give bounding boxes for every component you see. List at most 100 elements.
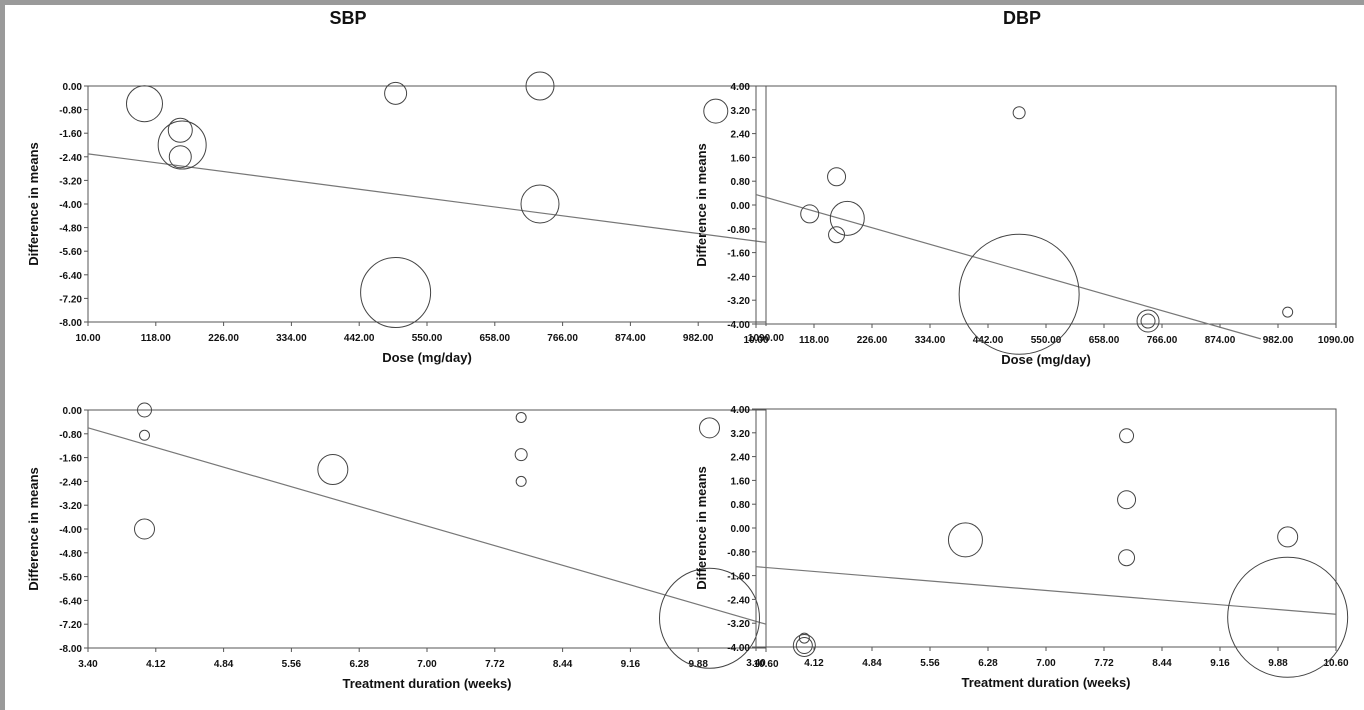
- chart-2-study-bubble: [1012, 106, 1026, 120]
- chart-2-y-tick-label: -4.00: [727, 320, 750, 331]
- chart-1-x-tick-label: 10.00: [75, 333, 100, 344]
- chart-3-y-tick-label: -8.00: [59, 644, 82, 655]
- chart-3-study-bubble: [515, 475, 527, 487]
- chart-3-y-tick-label: -3.20: [59, 501, 82, 512]
- chart-1-study-bubble: [157, 120, 207, 170]
- chart-2-x-tick-label: 982.00: [1263, 335, 1294, 346]
- chart-3-y-tick-label: -4.00: [59, 525, 82, 536]
- chart-2-y-tick-label: -0.80: [727, 225, 750, 236]
- chart-4-x-tick-label: 9.88: [1268, 658, 1288, 669]
- chart-2-study-bubble: [958, 233, 1080, 355]
- chart-1-x-tick-label: 334.00: [276, 333, 307, 344]
- chart-3-x-tick-label: 7.00: [417, 659, 437, 670]
- chart-4-x-tick-label: 9.16: [1210, 658, 1230, 669]
- chart-3-y-tick-label: -1.60: [59, 454, 82, 465]
- chart-2-study-bubble: [1136, 309, 1160, 333]
- chart-4-x-tick-label: 5.56: [920, 658, 940, 669]
- chart-1-x-tick-label: 766.00: [547, 333, 578, 344]
- chart-2-x-tick-label: 442.00: [973, 335, 1004, 346]
- chart-2-regression-line: [755, 194, 1261, 340]
- chart-4-y-tick-label: -0.80: [727, 548, 750, 559]
- chart-3-y-tick-label: -4.80: [59, 549, 82, 560]
- chart-3-study-bubble: [317, 454, 349, 485]
- chart-1-study-bubble: [168, 145, 192, 169]
- chart-1-study-bubble: [703, 98, 729, 124]
- chart-4-y-tick-label: 0.80: [731, 500, 751, 511]
- chart-1-study-bubble: [520, 184, 560, 224]
- chart-3-x-tick-label: 3.40: [78, 659, 98, 670]
- chart-4-x-tick-label: 3.40: [746, 658, 766, 669]
- chart-4-y-tick-label: -4.00: [727, 643, 750, 654]
- chart-4-study-bubble: [1117, 490, 1137, 510]
- chart-1-y-tick-label: -4.00: [59, 200, 82, 211]
- chart-3-study-bubble: [139, 429, 150, 441]
- chart-3-y-tick-label: -0.80: [59, 430, 82, 441]
- chart-1-study-bubble: [360, 257, 432, 328]
- chart-3-regression-line: [87, 427, 767, 625]
- chart-4-x-axis-label: Treatment duration (weeks): [961, 675, 1130, 690]
- chart-1-x-tick-label: 442.00: [344, 333, 375, 344]
- chart-3-y-tick-label: -6.40: [59, 596, 82, 607]
- chart-2-y-tick-label: 2.40: [731, 130, 751, 141]
- chart-1-y-tick-label: -8.00: [59, 318, 82, 329]
- chart-4-study-bubble: [792, 634, 816, 658]
- chart-4-y-tick-label: 0.00: [731, 524, 751, 535]
- chart-2-x-tick-label: 658.00: [1089, 335, 1120, 346]
- chart-4-y-tick-label: -3.20: [727, 619, 750, 630]
- chart-3-x-tick-label: 8.44: [553, 659, 573, 670]
- chart-2-x-tick-label: 334.00: [915, 335, 946, 346]
- chart-3-x-tick-label: 4.12: [146, 659, 166, 670]
- chart-1-x-tick-label: 982.00: [683, 333, 714, 344]
- chart-3-y-tick-label: -5.60: [59, 573, 82, 584]
- chart-2-y-tick-label: 0.80: [731, 177, 751, 188]
- chart-1-x-tick-label: 874.00: [615, 333, 646, 344]
- chart-1-plot-frame: [87, 85, 767, 323]
- chart-4-x-tick-label: 6.28: [978, 658, 998, 669]
- chart-1-regression-line: [87, 153, 767, 243]
- chart-2-study-bubble: [829, 200, 865, 236]
- chart-3-x-tick-label: 9.88: [688, 659, 708, 670]
- chart-3-x-tick-label: 5.56: [282, 659, 302, 670]
- chart-1-x-tick-label: 658.00: [480, 333, 511, 344]
- chart-2-plot-frame: [755, 85, 1337, 325]
- chart-1-study-bubble: [167, 117, 193, 143]
- chart-2-y-tick-label: -3.20: [727, 296, 750, 307]
- chart-3-x-tick-label: 4.84: [214, 659, 234, 670]
- chart-1-x-tick-label: 1090.00: [748, 333, 785, 344]
- chart-2-x-tick-label: 550.00: [1031, 335, 1062, 346]
- chart-4-study-bubble: [947, 522, 983, 558]
- chart-1-y-tick-label: -6.40: [59, 271, 82, 282]
- chart-3-x-tick-label: 6.28: [349, 659, 369, 670]
- dbp-heading: DBP: [1002, 8, 1041, 28]
- chart-3-study-bubble: [515, 411, 527, 423]
- chart-2-y-tick-label: 4.00: [731, 82, 751, 93]
- chart-3-study-bubble: [137, 402, 152, 418]
- chart-4-y-tick-label: 3.20: [731, 429, 751, 440]
- chart-4-y-tick-label: 2.40: [731, 453, 751, 464]
- chart-2-y-tick-label: -2.40: [727, 272, 750, 283]
- chart-2-x-tick-label: 226.00: [857, 335, 888, 346]
- chart-2-y-tick-label: 3.20: [731, 106, 751, 117]
- chart-1-y-tick-label: 0.00: [63, 82, 83, 93]
- chart-2-y-tick-label: 0.00: [731, 201, 751, 212]
- chart-1-x-tick-label: 226.00: [208, 333, 239, 344]
- chart-2-x-tick-label: 118.00: [799, 335, 829, 346]
- chart-1-y-axis-label: Difference in means: [26, 142, 41, 266]
- chart-3-y-axis-label: Difference in means: [26, 467, 41, 591]
- chart-4-study-bubble: [1277, 526, 1299, 548]
- chart-3-x-axis-label: Treatment duration (weeks): [342, 676, 511, 691]
- chart-4-x-tick-label: 7.00: [1036, 658, 1056, 669]
- chart-4-study-bubble: [795, 637, 813, 655]
- chart-2-y-tick-label: -1.60: [727, 249, 750, 260]
- chart-4-x-tick-label: 4.12: [804, 658, 824, 669]
- sbp-heading: SBP: [329, 8, 367, 28]
- chart-4-regression-line: [755, 566, 1337, 615]
- chart-1-y-tick-label: -1.60: [59, 129, 82, 140]
- chart-2-x-tick-label: 10.00: [743, 335, 768, 346]
- chart-2-study-bubble: [800, 204, 820, 224]
- chart-1-study-bubble: [384, 81, 408, 105]
- chart-2-x-axis-label: Dose (mg/day): [1001, 352, 1091, 367]
- chart-4-plot-frame: [755, 408, 1337, 648]
- chart-3-plot-frame: [87, 409, 767, 649]
